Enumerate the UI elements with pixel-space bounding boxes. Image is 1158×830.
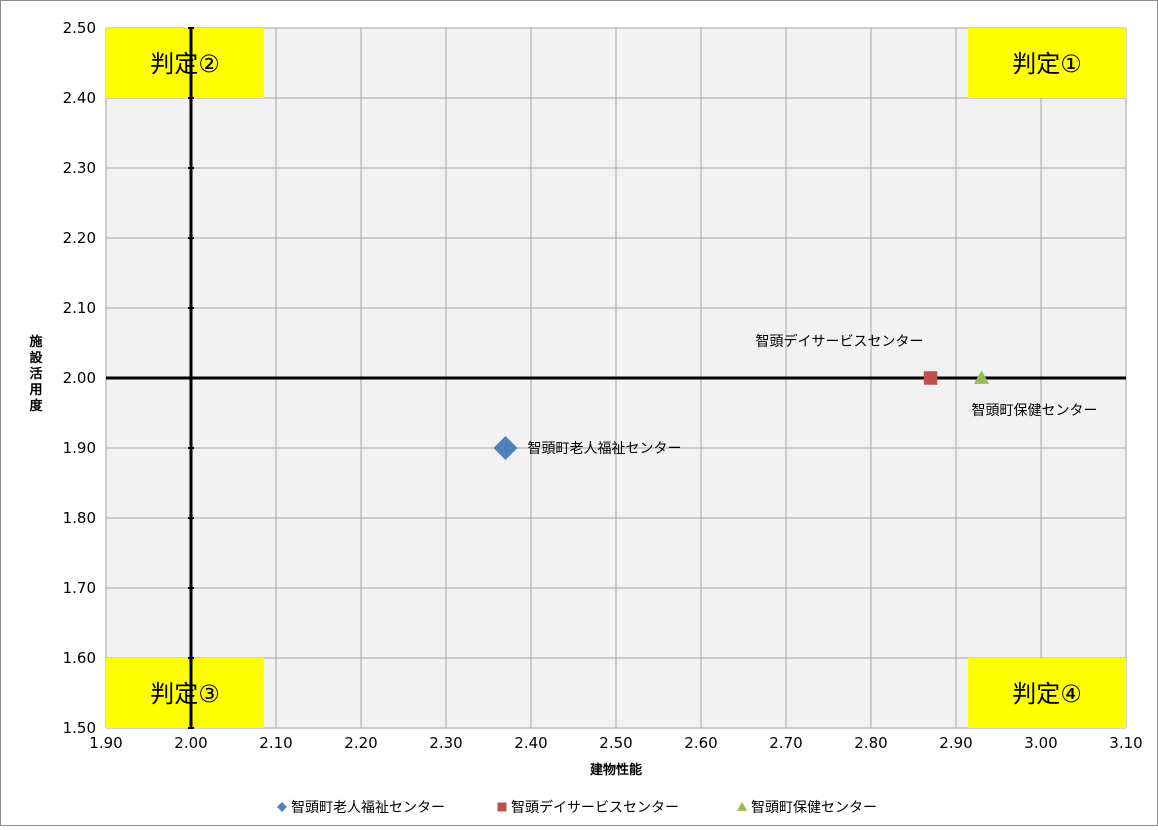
- axis-ticks: 1.90 2.00 2.10 2.20 2.30 2.40 2.50 2.60 2.70 2.80…: [63, 19, 1143, 752]
- y-tick-label: 1.90: [63, 439, 96, 457]
- legend-marker: [736, 801, 748, 811]
- x-tick-label: 1.90: [89, 734, 122, 752]
- quadrant-top-right: 判定①: [968, 28, 1126, 98]
- reference-lines: [106, 27, 1126, 729]
- x-tick-label: 2.70: [769, 734, 802, 752]
- y-tick-label: 1.80: [63, 509, 96, 527]
- x-tick-label: 2.20: [344, 734, 377, 752]
- quadrant-box: [968, 658, 1126, 728]
- y-tick-label: 2.00: [63, 369, 96, 387]
- quadrant-label: 判定②: [150, 50, 220, 78]
- quadrant-box: [106, 658, 264, 728]
- legend-label: 智頭デイサービスセンター: [511, 799, 679, 816]
- quadrant-box: [968, 28, 1126, 98]
- quadrant-box: [106, 28, 264, 98]
- data-label-1: 智頭町老人福祉センター: [528, 441, 682, 457]
- y-axis-title-char: 用: [28, 383, 42, 398]
- x-tick-label: 2.40: [514, 734, 547, 752]
- legend: 智頭町老人福祉センター 智頭デイサービスセンター 智頭町保健センター: [277, 799, 877, 816]
- x-tick-label: 3.10: [1109, 734, 1142, 752]
- x-tick-label: 2.90: [939, 734, 972, 752]
- data-point-1: [493, 436, 518, 460]
- x-axis-title: 建物性能: [590, 762, 642, 778]
- x-tick-label: 2.80: [854, 734, 887, 752]
- y-tick-label: 2.10: [63, 299, 96, 317]
- data-label-2: 智頭デイサービスセンター: [756, 333, 924, 350]
- x-tick-label: 2.10: [259, 734, 292, 752]
- y-tick-label: 2.50: [63, 19, 96, 37]
- legend-item-2: 智頭デイサービスセンター: [497, 799, 679, 816]
- quadrant-label: 判定④: [1012, 680, 1082, 708]
- y-axis-title-char: 度: [29, 398, 43, 414]
- y-tick-label: 1.50: [63, 719, 96, 737]
- legend-label: 智頭町保健センター: [751, 800, 877, 816]
- quadrant-label: 判定①: [1012, 50, 1082, 78]
- x-tick-label: 3.00: [1024, 734, 1057, 752]
- quadrant-top-left: 判定②: [106, 28, 264, 98]
- y-tick-label: 2.40: [63, 89, 96, 107]
- data-label-3: 智頭町保健センター: [972, 403, 1098, 419]
- legend-marker: [277, 802, 287, 812]
- y-axis-title-char: 施: [29, 334, 42, 350]
- legend-label: 智頭町老人福祉センター: [291, 800, 445, 816]
- quadrant-labels: 判定② 判定① 判定③ 判定④: [106, 28, 1126, 728]
- x-tick-label: 2.00: [174, 734, 207, 752]
- legend-item-1: 智頭町老人福祉センター: [277, 800, 445, 816]
- y-axis-title-char: 活: [29, 366, 42, 382]
- x-tick-label: 2.50: [599, 734, 632, 752]
- legend-item-3: 智頭町保健センター: [736, 800, 877, 816]
- legend-marker: [497, 802, 507, 812]
- y-tick-label: 1.70: [63, 579, 96, 597]
- data-point-3: [973, 370, 990, 384]
- quadrant-bottom-right: 判定④: [968, 658, 1126, 728]
- y-tick-label: 2.30: [63, 159, 96, 177]
- y-tick-label: 1.60: [63, 649, 96, 667]
- y-axis-title-char: 設: [29, 350, 43, 366]
- quadrant-label: 判定③: [150, 680, 220, 708]
- x-tick-label: 2.30: [429, 734, 462, 752]
- y-tick-label: 2.20: [63, 229, 96, 247]
- data-point-2: [923, 371, 938, 385]
- quadrant-bottom-left: 判定③: [106, 658, 264, 728]
- x-tick-label: 2.60: [684, 734, 717, 752]
